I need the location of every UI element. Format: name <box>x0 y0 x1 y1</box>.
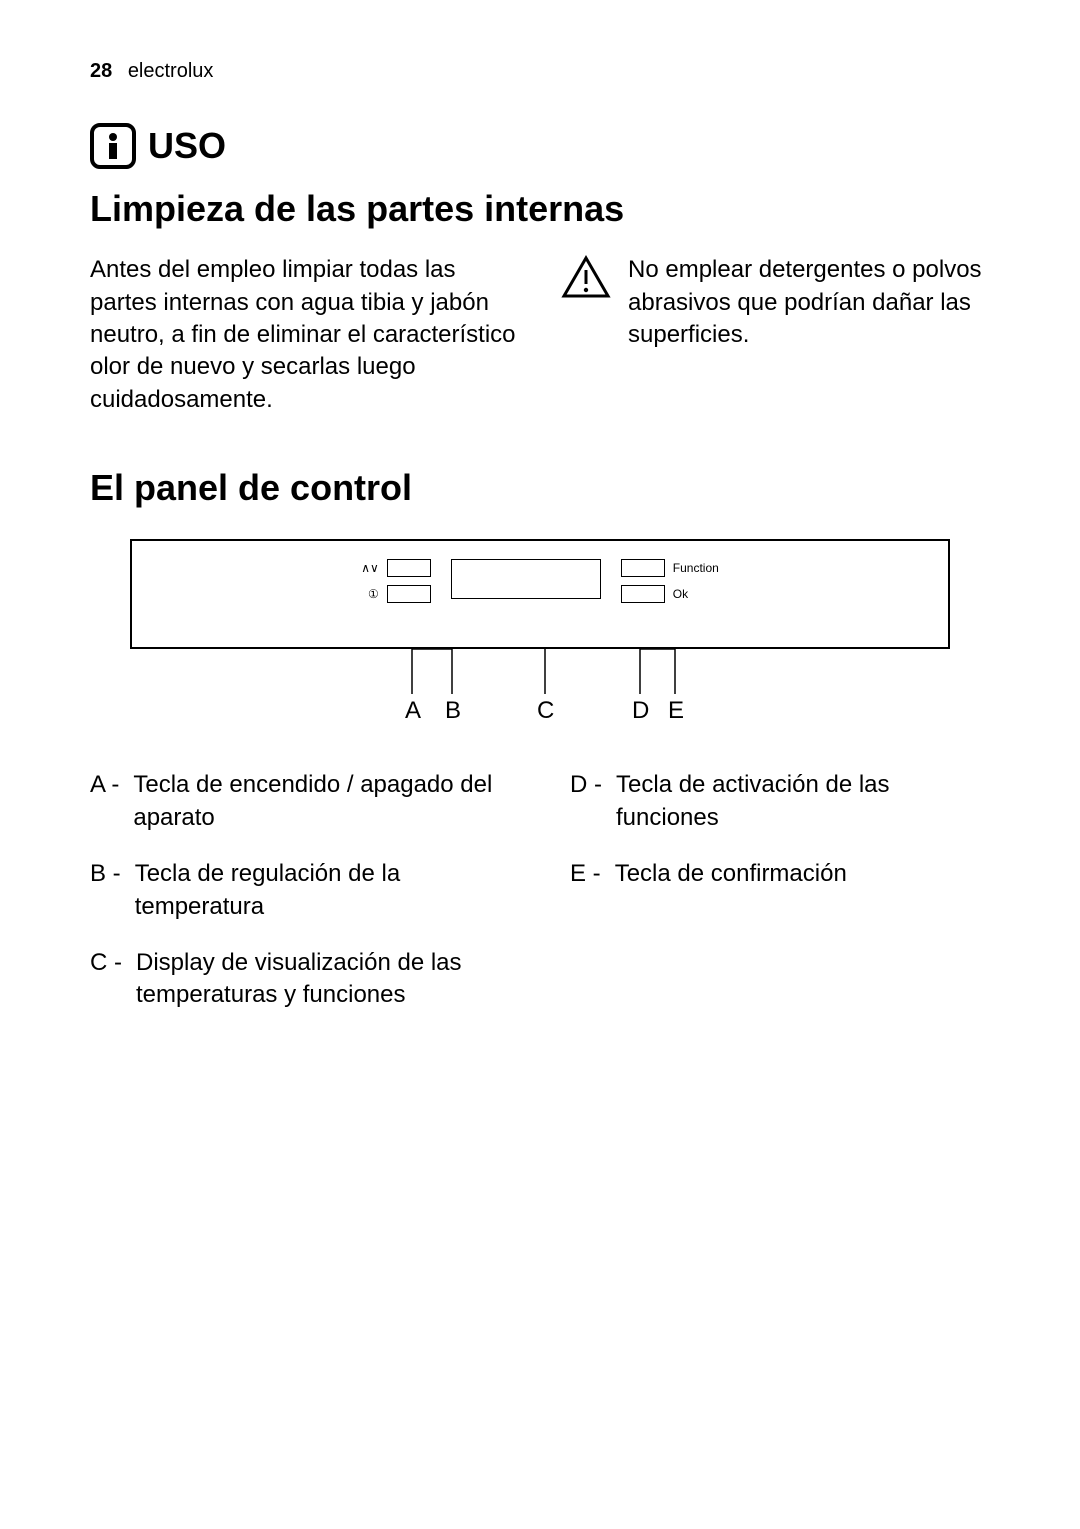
panel-left-buttons: ∧∨ ① <box>361 559 431 603</box>
control-panel-diagram: ∧∨ ① Function Ok <box>130 539 950 649</box>
cleaning-body: Antes del empleo limpiar todas las parte… <box>90 254 520 416</box>
panel-button-rect <box>621 585 665 603</box>
panel-btn-symbol: ∧∨ <box>361 561 379 575</box>
legend-key: D <box>570 771 587 798</box>
warning-text: No emplear detergentes o polvos abrasivo… <box>628 254 990 351</box>
panel-display-rect <box>451 559 601 599</box>
panel-button-rect <box>387 559 431 577</box>
legend-item: D - Tecla de activación de las funciones <box>570 769 990 834</box>
brand-label: electrolux <box>128 60 214 82</box>
panel-right-buttons: Function Ok <box>621 559 719 603</box>
legend-desc: Display de visualización de las temperat… <box>136 947 510 1012</box>
legend-desc: Tecla de activación de las funciones <box>616 769 990 834</box>
warning-icon <box>560 254 612 305</box>
page-header: 28 electrolux <box>90 60 990 83</box>
legend-item: E - Tecla de confirmación <box>570 858 990 890</box>
control-panel-heading: El panel de control <box>90 466 990 509</box>
callout-letter: B <box>445 697 461 725</box>
legend-item: B - Tecla de regulación de la temperatur… <box>90 858 510 923</box>
section-title-row: USO <box>90 123 990 169</box>
info-icon <box>90 123 136 169</box>
panel-btn-symbol: ① <box>368 587 379 601</box>
panel-btn-label: Ok <box>673 587 688 601</box>
panel-button-rect <box>387 585 431 603</box>
cleaning-heading: Limpieza de las partes internas <box>90 187 990 230</box>
section-title: USO <box>148 125 226 167</box>
legend-item: C - Display de visualización de las temp… <box>90 947 510 1012</box>
callout-letter: D <box>632 697 649 725</box>
callout-letter: C <box>537 697 554 725</box>
legend-key: C <box>90 949 107 976</box>
page-number: 28 <box>90 60 112 82</box>
legend-desc: Tecla de encendido / apagado del aparato <box>133 769 510 834</box>
legend-key: B <box>90 860 106 887</box>
legend-item: A - Tecla de encendido / apagado del apa… <box>90 769 510 834</box>
callout-letter: A <box>405 697 421 725</box>
panel-btn-label: Function <box>673 561 719 575</box>
callout-letter: E <box>668 697 684 725</box>
legend-desc: Tecla de regulación de la temperatura <box>135 858 510 923</box>
legend-key: A <box>90 771 105 798</box>
legend-desc: Tecla de confirmación <box>615 858 990 890</box>
legend-key: E <box>570 860 586 887</box>
panel-button-rect <box>621 559 665 577</box>
panel-callouts: A B C D E <box>130 649 950 729</box>
